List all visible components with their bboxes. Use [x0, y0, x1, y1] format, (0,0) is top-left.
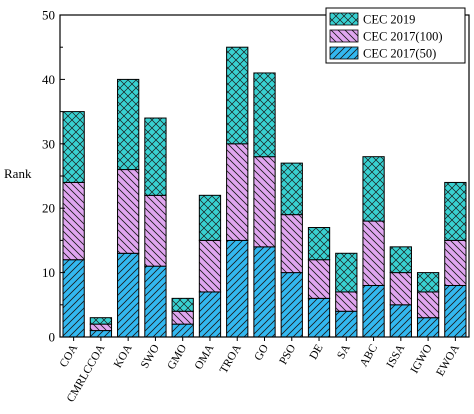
x-category-label: ABC [358, 342, 380, 369]
y-tick-label: 0 [49, 330, 56, 345]
bar-pso-series-0 [280, 272, 303, 338]
bar-cmrlccoa-series-1 [89, 323, 113, 332]
bar-pso-series-1 [280, 214, 303, 274]
bar-troa-series-0 [226, 239, 249, 338]
bar-gmo-series-0 [171, 323, 194, 338]
x-category-label: DE [308, 343, 326, 362]
bar-sa-series-2 [335, 252, 358, 293]
bar-sa-series-0 [335, 310, 358, 338]
bar-koa-series-1 [117, 169, 140, 254]
bar-koa-series-0 [117, 252, 140, 338]
bar-abc-series-0 [362, 284, 385, 338]
y-tick-label: 10 [42, 265, 55, 280]
bar-coa-series-0 [62, 259, 85, 338]
legend-swatch [329, 12, 359, 26]
bar-igwo-series-2 [416, 272, 440, 293]
x-category-label: SWO [139, 343, 162, 371]
bar-issa-series-1 [389, 272, 412, 306]
x-category-label: EWOA [434, 342, 462, 378]
x-category-label: ISSA [385, 342, 408, 370]
x-category-label: KOA [112, 342, 135, 370]
x-category-label: GMO [165, 343, 189, 372]
bar-troa-series-1 [226, 143, 249, 241]
legend-swatch [329, 46, 359, 60]
bar-ewoa-series-1 [444, 239, 467, 286]
bars-layer [62, 46, 467, 338]
bar-ewoa-series-2 [444, 181, 467, 241]
bar-swo-series-1 [144, 194, 167, 267]
bar-de-series-0 [307, 297, 331, 338]
legend-label: CEC 2019 [363, 13, 415, 27]
bar-ewoa-series-0 [444, 284, 467, 338]
y-ticks: 0 10 20 30 40 50 [42, 8, 65, 345]
y-axis-title: Rank [4, 166, 32, 181]
bar-sa-series-1 [335, 291, 358, 312]
bar-coa-series-1 [62, 181, 85, 261]
y-tick-label: 40 [42, 72, 55, 87]
bar-troa-series-2 [226, 46, 249, 145]
bar-de-series-1 [307, 259, 331, 299]
x-category-label: IGWO [409, 343, 435, 376]
bar-pso-series-2 [280, 162, 303, 216]
bar-go-series-1 [253, 156, 276, 248]
bar-gmo-series-1 [171, 310, 194, 325]
bar-oma-series-2 [198, 194, 222, 241]
bar-go-series-2 [253, 72, 276, 158]
bar-swo-series-2 [144, 117, 167, 196]
legend: CEC 2019 CEC 2017(100) CEC 2017(50) [325, 7, 466, 64]
x-category-label: OMA [193, 342, 217, 372]
bar-oma-series-0 [198, 291, 222, 338]
bar-abc-series-1 [362, 220, 385, 286]
bar-oma-series-1 [198, 239, 222, 293]
legend-swatch [329, 29, 359, 43]
x-category-label: TROA [218, 342, 244, 376]
bar-igwo-series-1 [416, 291, 440, 319]
y-tick-label: 20 [42, 201, 55, 216]
bar-cmrlccoa-series-0 [89, 330, 113, 338]
legend-label: CEC 2017(50) [363, 47, 436, 61]
x-category-label: COA [58, 342, 81, 370]
x-category-label: SA [335, 342, 353, 361]
bar-gmo-series-2 [171, 297, 194, 312]
bar-coa-series-2 [62, 111, 85, 183]
bar-abc-series-2 [362, 156, 385, 222]
bar-koa-series-2 [117, 78, 140, 171]
y-tick-label: 30 [42, 136, 55, 151]
x-category-label: PSO [277, 343, 298, 367]
legend-label: CEC 2017(100) [363, 30, 443, 44]
bar-cmrlccoa-series-2 [89, 317, 113, 325]
x-category-label: GO [252, 343, 271, 363]
y-tick-label: 50 [42, 8, 55, 23]
bar-de-series-2 [307, 227, 331, 261]
bar-issa-series-0 [389, 304, 412, 338]
bar-swo-series-0 [144, 265, 167, 338]
bar-igwo-series-0 [416, 317, 440, 338]
bar-issa-series-2 [389, 246, 412, 274]
bar-go-series-0 [253, 246, 276, 338]
